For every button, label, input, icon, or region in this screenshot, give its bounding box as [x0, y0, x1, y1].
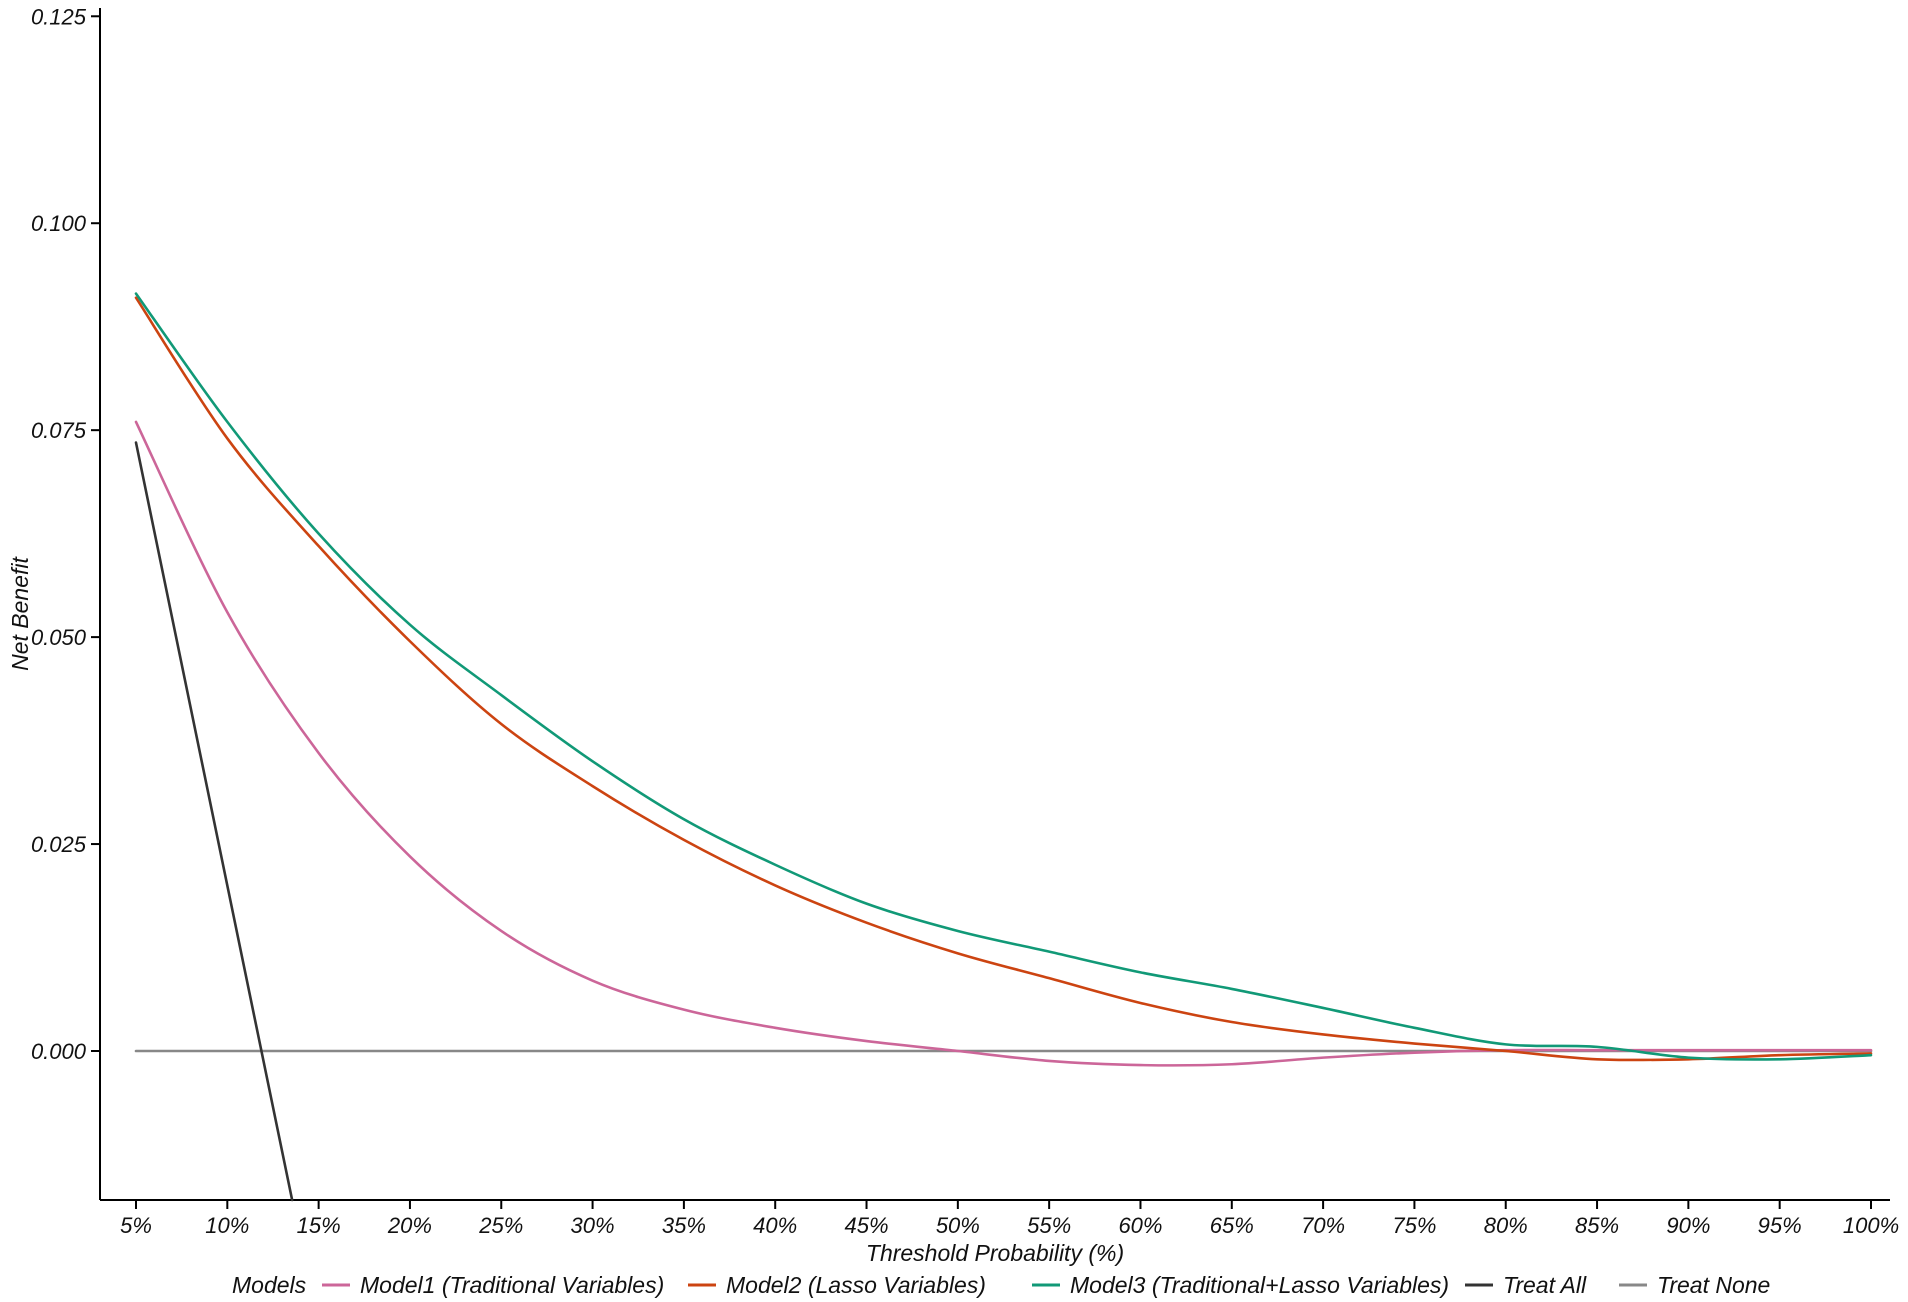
y-ticks: 0.000 0.025 0.050 0.075 0.100 0.125: [31, 4, 100, 1064]
x-tick-label: 95%: [1758, 1213, 1802, 1238]
y-tick-label: 0.025: [31, 832, 87, 857]
x-tick-label: 25%: [478, 1213, 523, 1238]
y-tick-label: 0.100: [31, 211, 87, 236]
x-tick-label: 20%: [387, 1213, 432, 1238]
x-tick-label: 55%: [1027, 1213, 1071, 1238]
x-tick-label: 5%: [120, 1213, 152, 1238]
series-line-model2-lasso-variables: [134, 296, 1873, 1062]
series-line-model1-traditional-variables: [134, 420, 1873, 1067]
y-tick-label: 0.050: [31, 625, 87, 650]
series-line-model3-traditional-lasso-variables: [134, 292, 1873, 1061]
legend-title: Models: [232, 1272, 307, 1298]
legend: Models Model1 (Traditional Variables) Mod…: [232, 1272, 1770, 1298]
legend-label: Model3 (Traditional+Lasso Variables): [1070, 1272, 1449, 1298]
x-tick-label: 30%: [571, 1213, 615, 1238]
x-tick-label: 75%: [1392, 1213, 1436, 1238]
x-tick-label: 50%: [936, 1213, 980, 1238]
legend-label: Treat None: [1657, 1272, 1770, 1298]
y-tick-label: 0.000: [31, 1039, 87, 1064]
x-tick-label: 100%: [1843, 1213, 1899, 1238]
x-tick-label: 70%: [1301, 1213, 1345, 1238]
x-tick-label: 10%: [205, 1213, 249, 1238]
x-tick-label: 85%: [1575, 1213, 1619, 1238]
x-tick-label: 35%: [662, 1213, 706, 1238]
y-tick-label: 0.125: [31, 4, 87, 29]
y-tick-label: 0.075: [31, 418, 87, 443]
x-axis-title: Threshold Probability (%): [866, 1240, 1124, 1266]
series-line-treat-all: [134, 441, 294, 1202]
x-ticks: 5% 10% 15% 20% 25% 30% 35% 40% 45% 50% 55% 60% 65% 70…: [120, 1200, 1899, 1238]
x-tick-label: 15%: [297, 1213, 341, 1238]
axes: [99, 8, 1890, 1201]
legend-label: Treat All: [1503, 1272, 1587, 1298]
legend-label: Model2 (Lasso Variables): [726, 1272, 986, 1298]
y-axis-title: Net Benefit: [7, 556, 33, 671]
x-tick-label: 65%: [1210, 1213, 1254, 1238]
x-tick-label: 90%: [1666, 1213, 1710, 1238]
x-tick-label: 40%: [753, 1213, 797, 1238]
x-tick-label: 60%: [1118, 1213, 1162, 1238]
legend-label: Model1 (Traditional Variables): [360, 1272, 664, 1298]
series-layer: [134, 292, 1873, 1202]
x-tick-label: 45%: [845, 1213, 889, 1238]
x-tick-label: 80%: [1484, 1213, 1528, 1238]
